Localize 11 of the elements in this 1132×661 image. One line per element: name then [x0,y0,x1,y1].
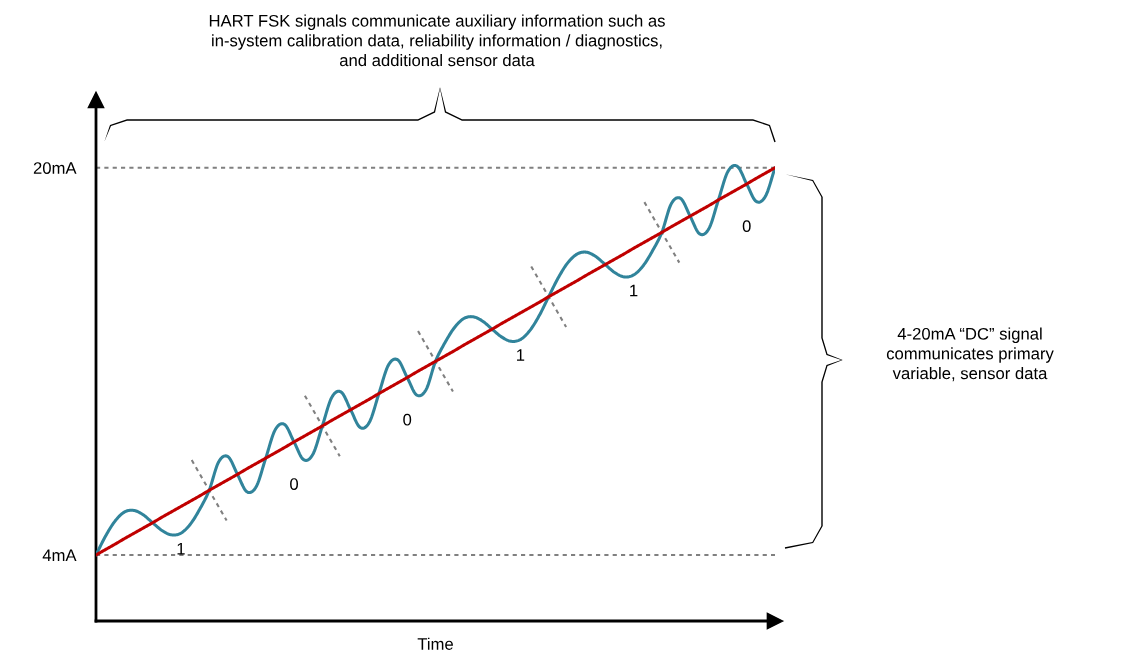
y-tick-label: 4mA [42,549,77,561]
annotation: 1 [177,542,185,555]
annotation: 0 [290,478,299,490]
y-tick-label: 20mA [33,162,77,174]
annotation: 0 [403,413,412,426]
annotation: 1 [630,284,638,297]
text: HART FSK signals communicate auxiliary information such as in-system calibration data, reliability information / diagnostics, and additional sensor data [209,14,665,67]
text: 4-20mA “DC” signal communicates primary variable, sensor data [886,327,1054,382]
x-axis-title: Time [417,637,453,650]
annotation: 0 [742,220,751,232]
annotation: 1 [517,349,525,361]
